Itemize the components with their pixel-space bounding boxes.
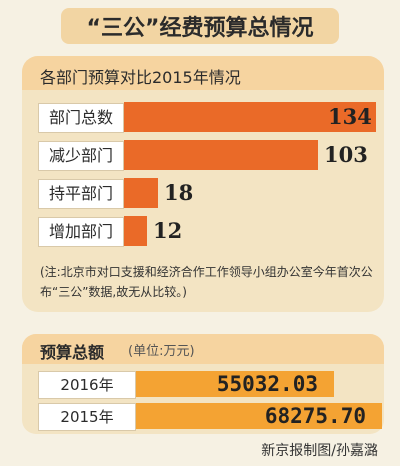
departments-chart-title: 各部门预算对比2015年情况	[40, 68, 241, 87]
category-label-flat: 持平部门	[38, 179, 124, 209]
year-label-2015: 2015年	[38, 403, 136, 431]
year-label-2016: 2016年	[38, 371, 136, 399]
bar-total	[124, 102, 376, 132]
bar-value-reduced: 103	[324, 142, 368, 167]
title-container: “三公”经费预算总情况	[0, 6, 400, 46]
bar-reduced	[124, 140, 318, 170]
budget-unit: (单位:万元)	[128, 344, 195, 359]
bar-flat	[124, 178, 158, 208]
category-label-reduced: 减少部门	[38, 141, 124, 171]
departments-panel-header	[22, 56, 384, 90]
credit: 新京报制图/孙嘉潞	[261, 443, 378, 459]
budget-bar-2016: 55032.03	[136, 371, 334, 397]
bar-value-total: 134	[328, 104, 372, 129]
category-label-total: 部门总数	[38, 103, 124, 133]
category-label-increased: 增加部门	[38, 217, 124, 247]
budget-bar-2015: 68275.70	[136, 403, 382, 429]
budget-chart-title: 预算总额	[40, 343, 105, 362]
bar-value-increased: 12	[153, 218, 183, 243]
footnote: (注:北京市对口支援和经济合作工作领导小组办公室今年首次公布“三公”数据,故无从…	[40, 265, 373, 299]
budget-panel-header	[22, 334, 384, 364]
bar-increased	[124, 216, 147, 246]
bar-value-flat: 18	[164, 180, 194, 205]
page-title: “三公”经费预算总情况	[60, 8, 340, 44]
